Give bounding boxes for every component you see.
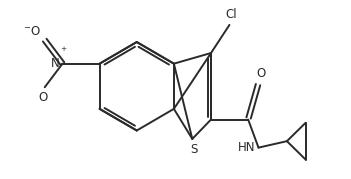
Text: HN: HN — [238, 141, 255, 154]
Text: Cl: Cl — [225, 8, 237, 21]
Text: O: O — [39, 91, 48, 104]
Text: N: N — [51, 57, 60, 70]
Text: O: O — [257, 67, 266, 80]
Text: S: S — [190, 143, 198, 156]
Text: $^{+}$: $^{+}$ — [60, 47, 68, 57]
Text: $^{-}$O: $^{-}$O — [23, 25, 41, 38]
